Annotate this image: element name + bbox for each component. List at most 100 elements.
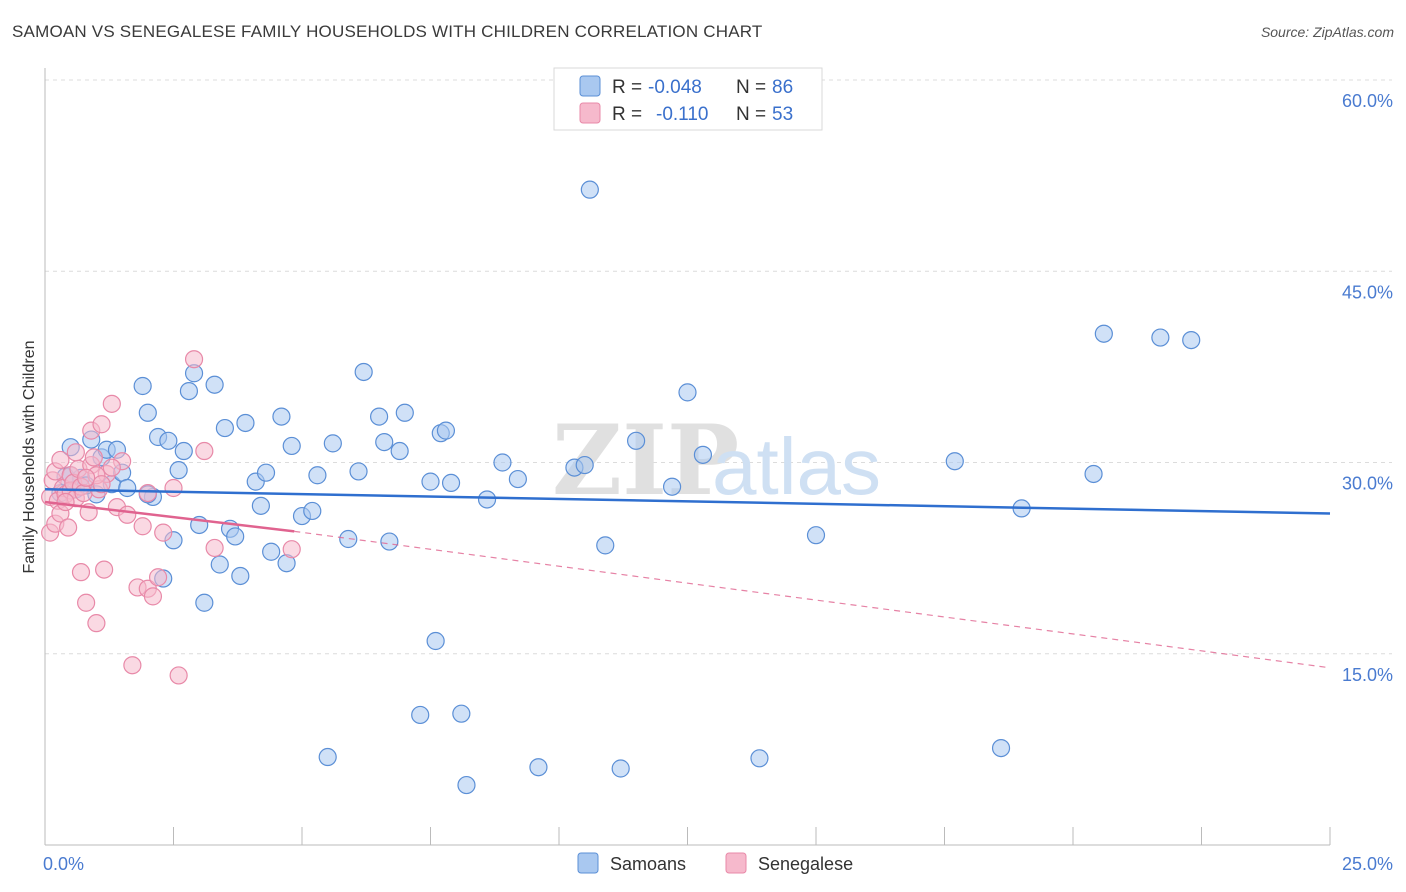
samoan-point xyxy=(693,445,713,464)
samoan-point xyxy=(493,453,512,472)
senegalese-point xyxy=(123,656,142,675)
samoan-point xyxy=(339,529,358,549)
senegalese-point xyxy=(195,441,214,461)
samoan-point xyxy=(806,526,826,545)
samoan-point xyxy=(370,407,389,426)
correlation-legend: R = -0.048 N = 86 R = -0.110 N = 53 xyxy=(553,67,823,131)
samoan-point xyxy=(426,631,445,651)
samoan-point xyxy=(580,180,599,199)
senegalese-point xyxy=(164,478,183,498)
trend-layer xyxy=(44,488,1331,669)
legend-r-value-samoans: -0.048 xyxy=(648,77,702,98)
samoan-point xyxy=(1084,464,1103,484)
y-tick-label: 15.0% xyxy=(1342,665,1393,685)
samoan-point xyxy=(662,477,682,496)
samoan-point xyxy=(452,704,471,723)
senegalese-point xyxy=(282,540,301,559)
senegalese-trend-line xyxy=(44,500,295,533)
samoan-point xyxy=(380,532,399,551)
samoan-point xyxy=(226,527,245,546)
samoan-point xyxy=(159,431,178,450)
watermark-atlas: atlas xyxy=(712,422,881,511)
y-axis-label: Family Households with Children xyxy=(21,341,38,574)
samoan-point xyxy=(575,455,594,475)
y-tick-label: 60.0% xyxy=(1342,91,1393,111)
x-tick-label-max: 25.0% xyxy=(1342,854,1393,874)
samoan-point xyxy=(441,473,461,492)
legend-n-label-samoans: N = xyxy=(736,77,766,98)
legend-n-value-senegalese: 53 xyxy=(772,104,793,125)
bottom-legend-swatch-senegalese xyxy=(725,852,747,874)
legend-r-label-samoans: R = xyxy=(612,77,642,98)
source-label: Source: ZipAtlas.com xyxy=(1260,24,1394,40)
chart-title: SAMOAN VS SENEGALESE FAMILY HOUSEHOLDS W… xyxy=(12,22,763,41)
samoan-point xyxy=(991,738,1011,758)
samoan-point xyxy=(1151,328,1170,347)
series-legend: Samoans Senegalese xyxy=(577,852,853,874)
samoan-point xyxy=(205,375,224,394)
senegalese-point xyxy=(84,448,103,467)
samoan-point xyxy=(262,542,281,561)
samoan-point xyxy=(390,441,409,461)
samoan-point xyxy=(272,407,291,426)
samoan-point xyxy=(678,383,697,402)
samoan-point xyxy=(133,376,152,396)
samoan-point xyxy=(411,705,430,725)
samoan-point xyxy=(1182,331,1201,350)
samoan-point xyxy=(349,462,368,481)
senegalese-point xyxy=(102,394,121,413)
samoan-point xyxy=(138,403,157,422)
bottom-legend-senegalese: Senegalese xyxy=(758,854,853,874)
y-tick-label: 45.0% xyxy=(1342,282,1393,302)
points-layer xyxy=(41,180,1201,795)
senegalese-point xyxy=(95,560,114,579)
samoan-point xyxy=(421,472,440,491)
samoan-point xyxy=(354,362,373,382)
samoan-point xyxy=(215,418,234,438)
samoan-point xyxy=(169,461,188,480)
senegalese-point xyxy=(102,458,121,477)
legend-n-value-samoans: 86 xyxy=(772,77,793,98)
senegalese-point xyxy=(71,563,91,582)
senegalese-point xyxy=(118,505,137,524)
senegalese-point xyxy=(143,587,163,606)
samoan-point xyxy=(375,433,394,452)
samoan-point xyxy=(282,436,301,456)
samoan-point xyxy=(626,431,646,450)
samoan-point xyxy=(318,747,337,767)
samoan-point xyxy=(611,759,630,778)
legend-swatch-senegalese xyxy=(579,102,601,124)
samoan-point xyxy=(251,496,270,515)
samoan-point xyxy=(231,566,250,586)
samoan-point xyxy=(118,478,137,498)
senegalese-point xyxy=(148,568,168,587)
legend-n-label-senegalese: N = xyxy=(736,104,766,125)
samoan-point xyxy=(436,421,456,440)
senegalese-point xyxy=(56,492,75,512)
senegalese-point xyxy=(74,484,93,503)
senegalese-point xyxy=(138,484,157,503)
samoan-point xyxy=(508,469,527,489)
senegalese-point xyxy=(92,415,111,434)
samoan-point xyxy=(1094,324,1113,343)
samoan-point xyxy=(256,463,276,482)
senegalese-point xyxy=(92,475,111,494)
legend-swatch-samoans xyxy=(579,75,601,97)
senegalese-point xyxy=(169,666,188,685)
samoan-point xyxy=(303,501,322,521)
senegalese-point xyxy=(77,593,96,612)
bottom-legend-swatch-samoans xyxy=(577,852,599,874)
legend-r-value-senegalese: -0.110 xyxy=(656,104,708,125)
samoan-point xyxy=(236,413,255,433)
senegalese-trend-extension xyxy=(294,530,1331,669)
legend-r-label-senegalese: R = xyxy=(612,104,642,125)
samoan-point xyxy=(308,466,327,485)
samoan-point xyxy=(477,490,497,509)
senegalese-point xyxy=(184,350,204,369)
senegalese-point xyxy=(133,517,152,536)
senegalese-point xyxy=(77,468,96,487)
senegalese-point xyxy=(205,538,224,558)
bottom-legend-samoans: Samoans xyxy=(610,854,686,874)
senegalese-point xyxy=(87,614,106,633)
